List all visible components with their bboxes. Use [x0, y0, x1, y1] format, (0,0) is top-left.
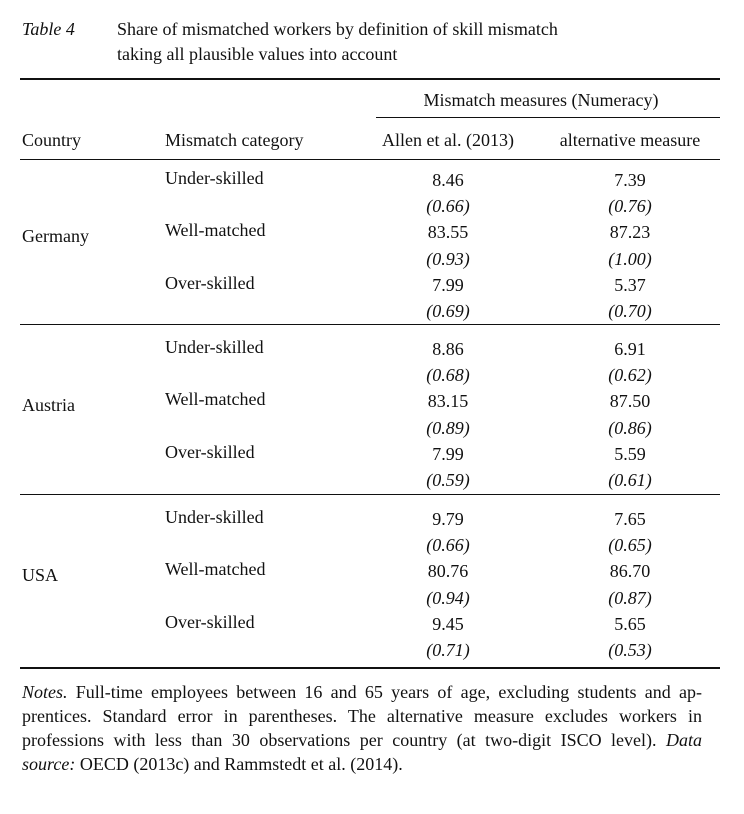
cell-se: (0.71): [426, 640, 470, 660]
cell-se: (0.59): [426, 470, 470, 490]
mismatch-category: Well-matched: [165, 389, 266, 410]
cell-value: 7.39: [614, 170, 646, 190]
mismatch-category: Well-matched: [165, 559, 266, 580]
cell-value: 7.99: [432, 443, 464, 464]
cell-value: 5.37: [614, 274, 646, 295]
cell-se: (0.89): [426, 417, 470, 438]
cell-value: 87.23: [609, 222, 651, 243]
cell-value: 83.55: [427, 222, 469, 243]
table-title: taking all plausible values into account: [117, 44, 398, 64]
cell-value: 87.50: [609, 391, 651, 412]
cell-se: (0.61): [608, 470, 652, 490]
cell-se: (0.76): [608, 196, 652, 217]
mismatch-category: Under-skilled: [165, 337, 264, 357]
column-header: Mismatch category: [165, 130, 304, 150]
notes-text: prentices. Standard error in parentheses…: [22, 706, 702, 726]
cell-se: (0.62): [608, 365, 652, 386]
cell-se: (0.65): [608, 535, 652, 556]
cell-value: 9.45: [432, 613, 464, 634]
spanner-rule: [376, 117, 720, 118]
spanner-header: Mismatch measures (Numeracy): [423, 90, 659, 110]
notes-line: prentices. Standard error in parentheses…: [22, 705, 702, 727]
column-header: alternative measure: [559, 130, 701, 150]
cell-se: (0.70): [608, 301, 652, 321]
cell-value: 8.86: [432, 339, 464, 359]
top-rule: [20, 78, 720, 80]
notes-text: source:: [22, 754, 76, 774]
cell-se: (0.93): [426, 248, 470, 269]
group-rule: [20, 494, 720, 495]
cell-value: 86.70: [609, 561, 651, 582]
notes-line: professions with less than 30 observatio…: [22, 729, 702, 751]
mismatch-category: Under-skilled: [165, 168, 264, 188]
country: USA: [22, 564, 59, 585]
table-title: Share of mismatched workers by definitio…: [117, 19, 558, 39]
cell-value: 5.59: [614, 443, 646, 464]
cell-value: 8.46: [432, 170, 464, 190]
header-rule: [20, 159, 720, 160]
cell-se: (0.53): [608, 640, 652, 660]
column-header: Country: [22, 130, 82, 150]
cell-value: 9.79: [432, 509, 464, 529]
cell-value: 6.91: [614, 339, 646, 359]
notes-text: OECD (2013c) and Rammstedt et al. (2014)…: [79, 754, 403, 774]
notes-text: Notes.: [22, 682, 68, 702]
bottom-rule: [20, 667, 720, 669]
country: Germany: [22, 225, 89, 246]
cell-se: (0.86): [608, 417, 652, 438]
cell-se: (0.69): [426, 301, 470, 321]
cell-se: (0.66): [426, 535, 470, 556]
mismatch-category: Over-skilled: [165, 272, 255, 293]
cell-value: 7.99: [432, 274, 464, 295]
group-rule: [20, 324, 720, 325]
cell-value: 7.65: [614, 509, 646, 529]
notes-text: Full-time employees between 16 and 65 ye…: [75, 682, 702, 702]
table-label: Table 4: [22, 19, 75, 39]
cell-se: (0.66): [426, 196, 470, 217]
notes-text: professions with less than 30 observatio…: [22, 730, 657, 750]
notes-line: Notes. Full-time employees between 16 an…: [22, 681, 702, 703]
mismatch-category: Under-skilled: [165, 507, 264, 527]
cell-se: (1.00): [608, 248, 652, 269]
mismatch-category: Over-skilled: [165, 611, 255, 632]
cell-se: (0.68): [426, 365, 470, 386]
cell-se: (0.94): [426, 587, 470, 608]
notes-line: source: OECD (2013c) and Rammstedt et al…: [22, 753, 702, 775]
cell-se: (0.87): [608, 587, 652, 608]
cell-value: 80.76: [427, 561, 469, 582]
country: Austria: [22, 394, 75, 415]
mismatch-category: Well-matched: [165, 220, 266, 241]
mismatch-category: Over-skilled: [165, 441, 255, 462]
column-header: Allen et al. (2013): [382, 130, 514, 150]
cell-value: 5.65: [614, 613, 646, 634]
cell-value: 83.15: [427, 391, 469, 412]
notes-text: Data: [666, 730, 702, 750]
